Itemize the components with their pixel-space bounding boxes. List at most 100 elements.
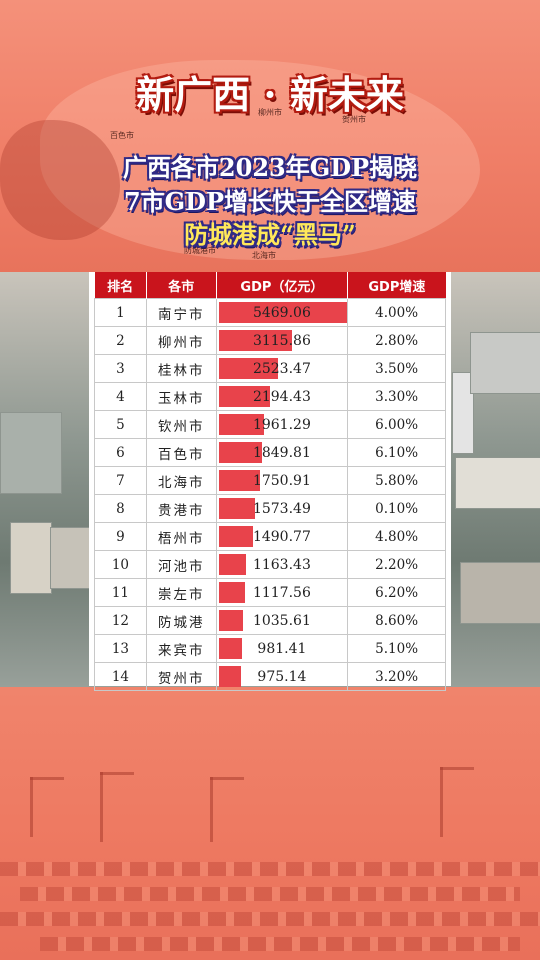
map-label-fangchenggang: 防城港市 xyxy=(184,246,216,255)
growth-cell: 0.10% xyxy=(347,494,446,523)
city-cell: 河池市 xyxy=(145,550,217,579)
city-cell: 桂林市 xyxy=(145,354,217,383)
column-header-rank: 排名 xyxy=(94,272,147,299)
guangxi-map-shape xyxy=(40,60,480,260)
gdp-bar xyxy=(218,442,262,463)
gdp-ranking-table: 排名 各市 GDP（亿元） GDP增速 1 南宁市 5469.06 4.00% 2 柳州市… xyxy=(94,272,446,691)
gdp-bar xyxy=(218,498,256,519)
rank-cell: 1 xyxy=(94,298,147,327)
building xyxy=(470,332,540,394)
growth-cell: 5.10% xyxy=(347,634,446,663)
gdp-cell: 2523.47 xyxy=(215,354,349,383)
gdp-bar xyxy=(218,470,260,491)
growth-cell: 6.10% xyxy=(347,438,446,467)
rank-cell: 8 xyxy=(94,494,147,523)
growth-cell: 4.80% xyxy=(347,522,446,551)
rank-cell: 10 xyxy=(94,550,147,579)
gdp-bar xyxy=(218,526,254,547)
gdp-bar xyxy=(218,666,242,687)
gdp-bar xyxy=(218,638,242,659)
gdp-table-card: 排名 各市 GDP（亿元） GDP增速 1 南宁市 5469.06 4.00% 2 柳州市… xyxy=(89,272,451,691)
rank-cell: 6 xyxy=(94,438,147,467)
column-header-growth: GDP增速 xyxy=(347,272,446,299)
map-label-hezhou: 贺州市 xyxy=(342,115,366,124)
gdp-bar xyxy=(218,302,347,323)
city-cell: 玉林市 xyxy=(145,382,217,411)
gdp-cell: 1849.81 xyxy=(215,438,349,467)
gdp-cell: 1163.43 xyxy=(215,550,349,579)
table-row: 3 桂林市 2523.47 3.50% xyxy=(94,354,446,383)
growth-cell: 8.60% xyxy=(347,606,446,635)
port-crane xyxy=(100,772,134,842)
column-header-gdp: GDP（亿元） xyxy=(216,272,349,299)
rank-cell: 7 xyxy=(94,466,147,495)
column-header-city: 各市 xyxy=(146,272,217,299)
header-background: 百色市 柳州市 贺州市 防城港市 北海市 xyxy=(0,0,540,272)
gdp-value: 2194.43 xyxy=(252,388,311,405)
gdp-cell: 5469.06 xyxy=(215,298,349,327)
rank-cell: 13 xyxy=(94,634,147,663)
gdp-bar xyxy=(218,414,265,435)
map-label-liuzhou: 柳州市 xyxy=(258,108,282,117)
gdp-value: 1163.43 xyxy=(252,556,311,573)
rank-cell: 11 xyxy=(94,578,147,607)
city-cell: 柳州市 xyxy=(145,326,217,355)
table-row: 14 贺州市 975.14 3.20% xyxy=(94,662,446,691)
port-photo-background xyxy=(0,687,540,960)
subtitle-line-3: 防城港成“黑马” xyxy=(184,220,356,249)
table-row: 6 百色市 1849.81 6.10% xyxy=(94,438,446,467)
table-header-row: 排名 各市 GDP（亿元） GDP增速 xyxy=(94,272,446,299)
growth-cell: 2.80% xyxy=(347,326,446,355)
rank-cell: 4 xyxy=(94,382,147,411)
gdp-bar xyxy=(218,330,292,351)
building xyxy=(460,562,540,624)
table-row: 7 北海市 1750.91 5.80% xyxy=(94,466,446,495)
table-row: 13 来宾市 981.41 5.10% xyxy=(94,634,446,663)
gdp-value: 981.41 xyxy=(257,640,307,657)
building xyxy=(0,412,62,494)
gdp-bar xyxy=(218,358,278,379)
port-crane xyxy=(210,777,244,842)
table-row: 10 河池市 1163.43 2.20% xyxy=(94,550,446,579)
rank-cell: 9 xyxy=(94,522,147,551)
city-cell: 来宾市 xyxy=(145,634,217,663)
table-row: 4 玉林市 2194.43 3.30% xyxy=(94,382,446,411)
gdp-cell: 2194.43 xyxy=(215,382,349,411)
growth-cell: 3.20% xyxy=(347,662,446,691)
gdp-value: 1035.61 xyxy=(252,612,311,629)
building xyxy=(10,522,52,594)
port-crane xyxy=(30,777,64,837)
city-cell: 南宁市 xyxy=(145,298,217,327)
page-title: 新广西 · 新未来 xyxy=(136,72,404,117)
table-row: 5 钦州市 1961.29 6.00% xyxy=(94,410,446,439)
gdp-value: 975.14 xyxy=(257,668,307,685)
subtitle-line-1: 广西各市2023年GDP揭晓 xyxy=(122,153,418,182)
container-stack xyxy=(40,937,520,951)
gdp-cell: 1573.49 xyxy=(215,494,349,523)
gdp-value: 3115.86 xyxy=(252,332,311,349)
gdp-bar xyxy=(218,610,243,631)
growth-cell: 3.30% xyxy=(347,382,446,411)
growth-cell: 6.00% xyxy=(347,410,446,439)
container-stack xyxy=(0,862,540,876)
rank-cell: 14 xyxy=(94,662,147,691)
gdp-cell: 1035.61 xyxy=(215,606,349,635)
city-cell: 北海市 xyxy=(145,466,217,495)
growth-cell: 5.80% xyxy=(347,466,446,495)
gdp-cell: 1961.29 xyxy=(215,410,349,439)
growth-cell: 6.20% xyxy=(347,578,446,607)
city-cell: 梧州市 xyxy=(145,522,217,551)
port-crane xyxy=(440,767,474,837)
growth-cell: 4.00% xyxy=(347,298,446,327)
gdp-value: 1117.56 xyxy=(252,584,311,601)
rank-cell: 2 xyxy=(94,326,147,355)
gdp-value: 2523.47 xyxy=(252,360,311,377)
map-label-baise: 百色市 xyxy=(110,131,134,140)
city-cell: 钦州市 xyxy=(145,410,217,439)
container-stack xyxy=(0,912,540,926)
city-cell: 崇左市 xyxy=(145,578,217,607)
gdp-value: 5469.06 xyxy=(252,304,311,321)
table-row: 12 防城港 1035.61 8.60% xyxy=(94,606,446,635)
rank-cell: 12 xyxy=(94,606,147,635)
map-label-beihai: 北海市 xyxy=(252,251,276,260)
